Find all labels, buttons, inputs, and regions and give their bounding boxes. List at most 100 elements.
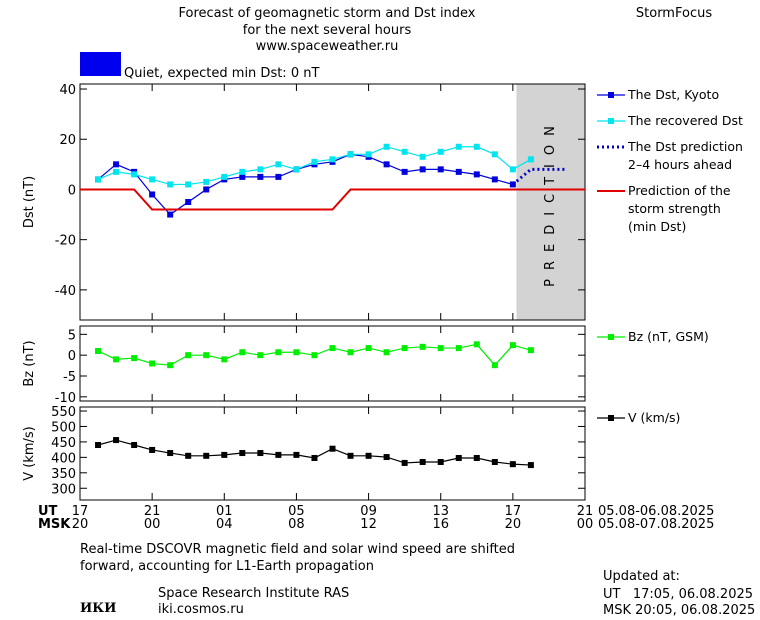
data-point [185, 352, 192, 359]
data-point [257, 166, 264, 173]
series-line [511, 167, 567, 186]
data-point [185, 199, 192, 205]
site: iki.cosmos.ru [158, 602, 244, 617]
x-tick-label-msk: 04 [216, 517, 233, 532]
footer-note: Real-time DSCOVR magnetic field and sola… [80, 542, 515, 557]
data-point [203, 352, 210, 359]
y-axis-label: Bz (nT) [22, 340, 37, 386]
brand: StormFocus [636, 6, 712, 21]
x-tick-label: 13 [432, 504, 449, 519]
data-point [113, 168, 120, 175]
x-tick-label: 17 [505, 504, 522, 519]
data-point [383, 161, 390, 168]
data-point [365, 151, 372, 158]
data-point [275, 173, 282, 180]
updated: MSK 20:05, 06.08.2025 [603, 603, 755, 618]
y-axis-label: V (km/s) [22, 426, 37, 481]
data-point [149, 360, 156, 367]
data-point [401, 345, 408, 352]
plot-frame [79, 406, 586, 501]
y-tick-label: 0 [68, 183, 76, 198]
x-tick-label-msk: 12 [360, 517, 377, 532]
ut-label: UT [38, 504, 58, 519]
data-point [383, 349, 390, 356]
data-point [437, 345, 444, 352]
data-point [167, 211, 174, 218]
y-tick-label: -10 [55, 391, 76, 406]
legend-label: The Dst prediction 2–4 hours ahead [627, 139, 743, 172]
data-point [527, 462, 534, 469]
data-point [383, 143, 390, 150]
msk-range: 05.08-07.08.2025 [598, 517, 714, 532]
y-tick-label: 450 [51, 436, 76, 451]
data-point [437, 166, 444, 173]
data-point [347, 349, 354, 356]
x-tick-label: 21 [577, 504, 594, 519]
series-line [80, 188, 585, 211]
series-line [97, 439, 531, 466]
data-point [437, 148, 444, 155]
footer-note: forward, accounting for L1-Earth propaga… [80, 559, 374, 574]
x-tick-label-msk: 20 [505, 517, 522, 532]
x-tick-label-msk: 00 [144, 517, 161, 532]
x-tick-label: 09 [360, 504, 377, 519]
data-point [167, 181, 174, 188]
y-tick-label: 400 [51, 451, 76, 466]
data-point [113, 437, 120, 444]
y-tick-label: -5 [63, 370, 76, 385]
data-point [95, 348, 102, 354]
ut-range: 05.08-06.08.2025 [598, 504, 714, 519]
data-point [221, 173, 228, 180]
data-point [311, 454, 318, 461]
plot-frame [79, 83, 586, 321]
institute: Space Research Institute RAS [158, 586, 349, 601]
legend-marker [608, 415, 614, 421]
data-point [365, 452, 372, 459]
plot-frame [79, 325, 586, 402]
data-point [293, 349, 300, 356]
data-point [347, 151, 354, 158]
data-point [383, 454, 390, 461]
series-line [97, 153, 514, 216]
title-line: for the next several hours [243, 23, 412, 38]
data-point [455, 168, 462, 175]
data-point [131, 171, 138, 178]
y-tick-label: 550 [51, 405, 76, 420]
legend-label: The recovered Dst [627, 113, 743, 128]
data-point [347, 452, 354, 459]
data-point [311, 158, 318, 165]
legend-marker [608, 334, 614, 340]
x-tick-label-msk: 00 [577, 517, 594, 532]
data-point [275, 349, 282, 356]
data-point [131, 442, 138, 449]
y-tick-label: 350 [51, 467, 76, 482]
data-point [509, 461, 516, 468]
data-point [239, 349, 246, 356]
data-point [167, 450, 174, 457]
legend-marker [608, 118, 614, 124]
legend-marker [608, 92, 614, 98]
msk-label: MSK [38, 517, 71, 532]
data-point [401, 168, 408, 175]
x-tick-label-msk: 08 [288, 517, 305, 532]
data-point [275, 161, 282, 168]
x-tick-label: 05 [288, 504, 305, 519]
title-line: Forecast of geomagnetic storm and Dst in… [178, 6, 475, 21]
y-tick-label: 5 [68, 328, 76, 343]
data-point [491, 176, 498, 183]
data-point [491, 362, 498, 369]
data-point [149, 191, 156, 198]
data-point [257, 450, 264, 457]
data-point [365, 345, 372, 352]
legend-label: Bz (nT, GSM) [628, 329, 709, 344]
data-point [221, 451, 228, 458]
quiet-label: Quiet, expected min Dst: 0 nT [124, 66, 319, 81]
data-point [203, 186, 210, 193]
x-tick-label-msk: 16 [432, 517, 449, 532]
data-point [95, 176, 102, 183]
legend-label: The Dst, Kyoto [627, 87, 719, 102]
data-point [419, 153, 426, 160]
data-point [329, 345, 336, 352]
data-point [239, 450, 246, 457]
